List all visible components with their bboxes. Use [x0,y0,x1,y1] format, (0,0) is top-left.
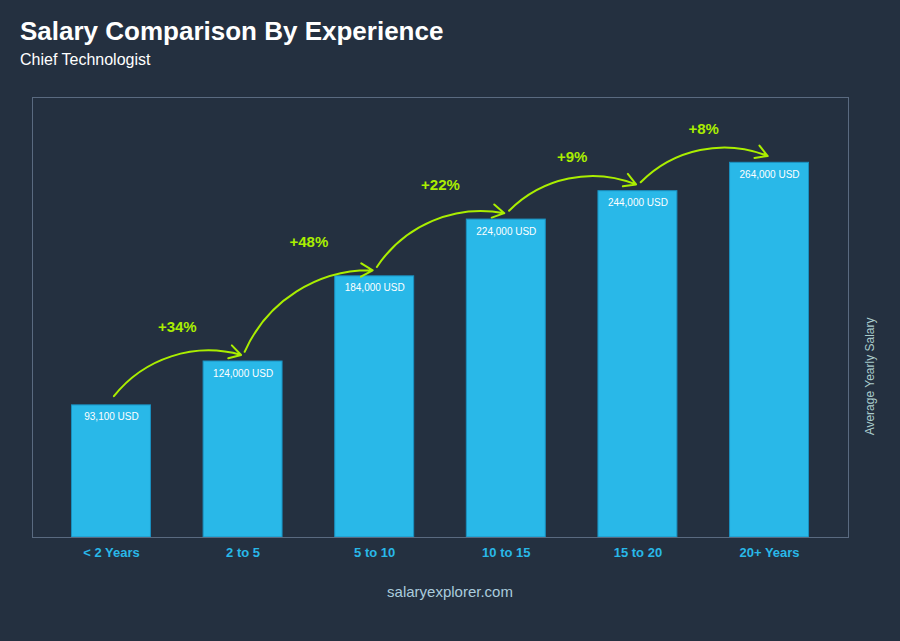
html-text:salaryexplorer.com: salaryexplorer.com [387,583,513,600]
html-text:Salary Comparison By Experienc: Salary Comparison By Experience [20,16,444,46]
svg-text:Average Yearly Salary: Average Yearly Salary [863,318,877,436]
svg-text:184,000 USD: 184,000 USD [345,282,405,293]
svg-text:264,000 USD: 264,000 USD [740,169,800,180]
svg-text:224,000 USD: 224,000 USD [476,226,536,237]
svg-text:+8%: +8% [688,120,718,137]
svg-text:+34%: +34% [158,318,197,335]
svg-text:244,000 USD: 244,000 USD [608,197,668,208]
svg-text:5 to 10: 5 to 10 [354,545,395,560]
svg-text:15 to 20: 15 to 20 [614,545,662,560]
svg-text:20+ Years: 20+ Years [739,545,799,560]
svg-text:124,000 USD: 124,000 USD [213,368,273,379]
svg-text:+9%: +9% [557,148,587,165]
svg-text:< 2 Years: < 2 Years [83,545,140,560]
svg-text:+48%: +48% [289,233,328,250]
svg-text:+22%: +22% [421,176,460,193]
svg-text:2 to 5: 2 to 5 [226,545,260,560]
svg-text:10 to 15: 10 to 15 [482,545,530,560]
svg-text:93,100 USD: 93,100 USD [84,411,138,422]
html-text:Chief Technologist: Chief Technologist [20,51,151,68]
